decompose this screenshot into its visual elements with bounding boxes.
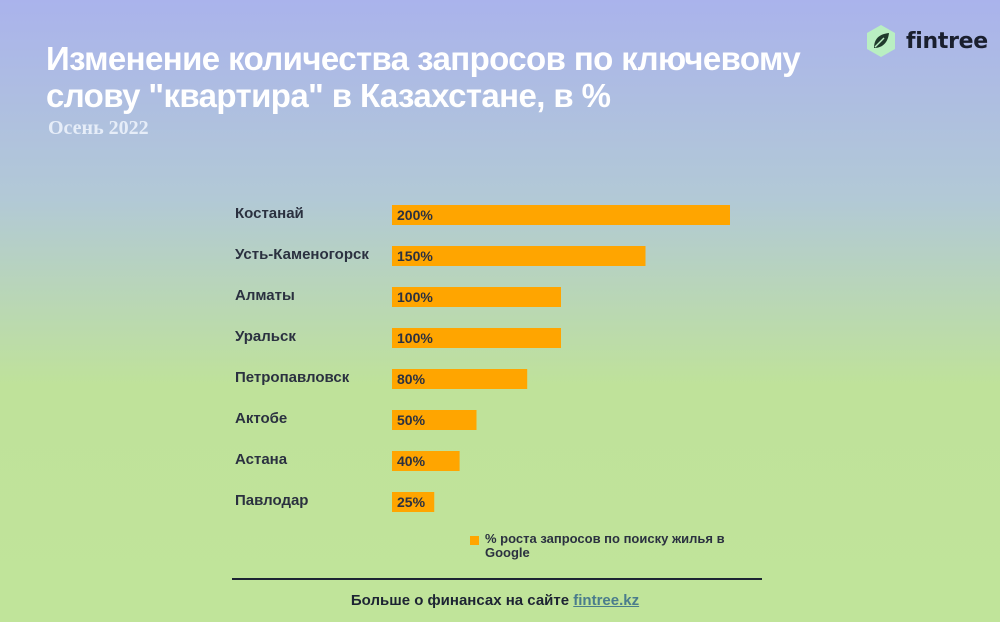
bar-value-label: 50% xyxy=(397,412,426,428)
bar-value-label: 100% xyxy=(397,330,433,346)
legend-label: % роста запросов по поиску жилья в Googl… xyxy=(485,531,725,560)
bar-value-label: 200% xyxy=(397,207,433,223)
category-label: Петропавловск xyxy=(235,369,350,386)
category-label: Павлодар xyxy=(235,492,308,509)
brand-name: fintree xyxy=(906,28,988,54)
bar xyxy=(392,369,528,389)
chart-legend: % роста запросов по поиску жилья в Googl… xyxy=(470,532,760,560)
bar-value-label: 80% xyxy=(397,371,426,387)
footer-link[interactable]: fintree.kz xyxy=(573,592,640,609)
bar-value-label: 100% xyxy=(397,289,433,305)
footer: Больше о финансах на сайте fintree.kz xyxy=(0,592,990,609)
leaf-icon xyxy=(867,25,895,57)
chart-subtitle: Осень 2022 xyxy=(48,117,149,139)
category-label: Костанай xyxy=(235,205,304,222)
legend-swatch xyxy=(470,536,479,545)
bar-value-label: 150% xyxy=(397,248,433,264)
bar xyxy=(392,328,561,348)
footer-divider xyxy=(232,578,762,580)
bar-value-label: 25% xyxy=(397,494,426,510)
category-label: Астана xyxy=(235,451,288,468)
category-label: Уральск xyxy=(235,328,296,345)
bar xyxy=(392,492,435,512)
bar xyxy=(392,287,561,307)
footer-text: Больше о финансах на сайте xyxy=(350,592,574,609)
category-label: Алматы xyxy=(235,287,295,304)
bar xyxy=(392,205,730,225)
category-label: Актобе xyxy=(235,410,287,427)
category-label: Усть-Каменогорск xyxy=(235,246,369,263)
chart-title: Изменение количества запросов по ключево… xyxy=(46,40,801,114)
brand-logo[interactable]: fintree xyxy=(864,24,988,58)
bar xyxy=(392,246,646,266)
bar xyxy=(392,451,460,471)
bar xyxy=(392,410,477,430)
bar-value-label: 40% xyxy=(397,453,426,469)
